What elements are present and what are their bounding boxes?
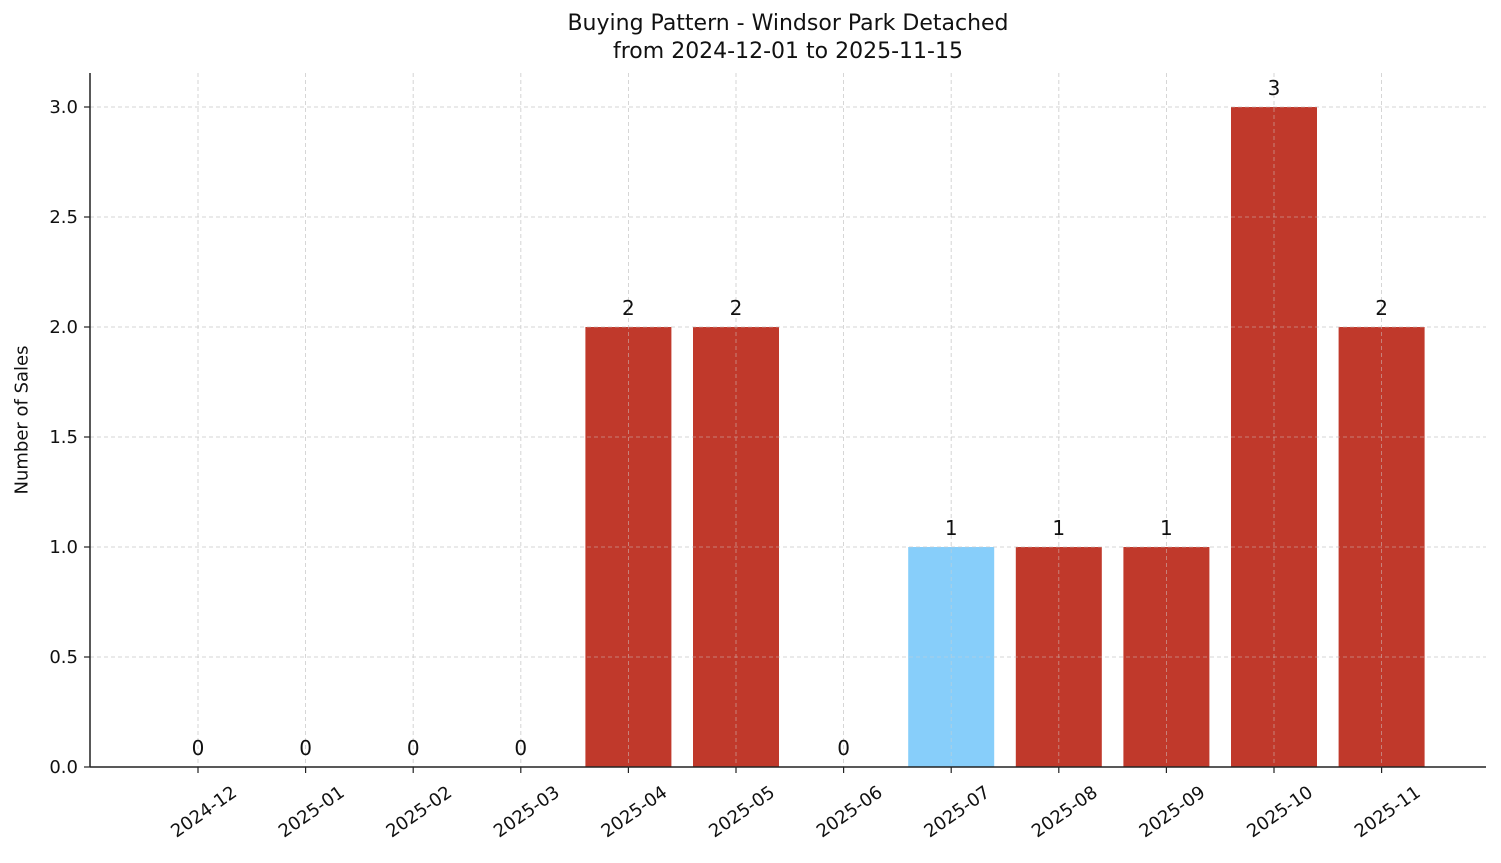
y-tick-label: 0.0	[49, 757, 78, 778]
chart-title-main: Buying Pattern - Windsor Park Detached	[567, 11, 1009, 36]
bar-value-label: 3	[1268, 76, 1281, 100]
y-tick-label: 1.0	[49, 537, 78, 558]
bar-value-label: 1	[1160, 516, 1173, 540]
bar-value-label: 2	[1375, 296, 1388, 320]
x-tick-label: 2025-04	[598, 782, 672, 842]
x-tick-label: 2025-01	[275, 782, 349, 842]
y-tick-label: 2.5	[49, 207, 78, 228]
bar-value-label: 0	[837, 736, 850, 760]
x-tick-label: 2025-07	[920, 782, 994, 842]
y-tick-label: 0.5	[49, 647, 78, 668]
x-tick-label: 2025-08	[1028, 782, 1102, 842]
bar-value-label: 2	[730, 296, 743, 320]
x-tick-label: 2025-03	[490, 782, 564, 842]
y-tick-label: 1.5	[49, 427, 78, 448]
x-tick-label: 2025-06	[813, 782, 887, 842]
bar-value-label: 0	[299, 736, 312, 760]
x-tick-label: 2025-02	[382, 782, 456, 842]
bar-value-label: 1	[945, 516, 958, 540]
bar-value-labels: 0 0 0 0 2 2 0 1 1 1 3 2	[192, 76, 1388, 760]
chart-subtitle: from 2024-12-01 to 2025-11-15	[613, 39, 963, 64]
bar-value-label: 0	[514, 736, 527, 760]
y-tick-label: 2.0	[49, 317, 78, 338]
bars	[585, 107, 1425, 767]
bar-value-label: 0	[192, 736, 205, 760]
bar-value-label: 2	[622, 296, 635, 320]
bar-value-label: 0	[407, 736, 420, 760]
x-tick-label: 2025-10	[1243, 782, 1317, 842]
x-tick-label: 2025-09	[1136, 782, 1210, 842]
y-tick-label: 3.0	[49, 97, 78, 118]
x-tick-label: 2025-05	[705, 782, 779, 842]
x-tick-label: 2025-11	[1351, 782, 1425, 842]
x-tick-label: 2024-12	[167, 782, 241, 842]
bar-value-label: 1	[1052, 516, 1065, 540]
chart-title: Buying Pattern - Windsor Park Detached f…	[0, 10, 1501, 66]
